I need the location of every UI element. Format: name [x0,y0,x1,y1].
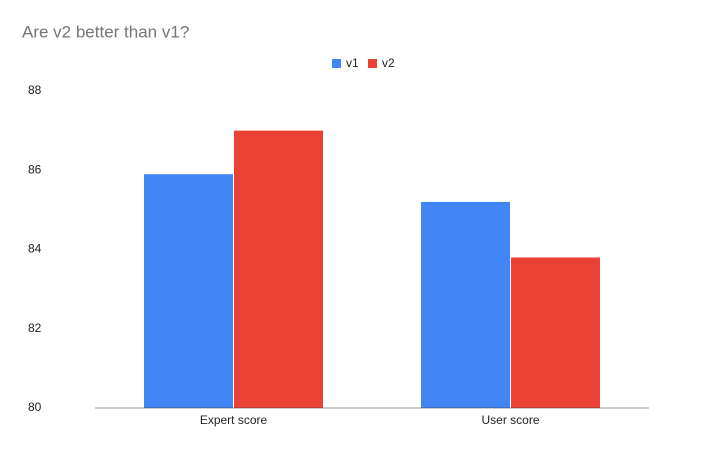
y-tick-label: 82 [28,321,42,335]
chart-title: Are v2 better than v1? [22,22,189,41]
legend-swatch [332,59,341,68]
x-tick-label: User score [481,413,539,427]
x-tick-label: Expert score [200,413,268,427]
bar [421,201,510,408]
legend-label: v2 [382,56,395,70]
bar [511,257,600,408]
legend-swatch [368,59,377,68]
y-tick-label: 86 [28,162,42,176]
y-tick-label: 84 [28,242,42,256]
y-tick-label: 80 [28,400,42,414]
legend-label: v1 [346,56,359,70]
bar [144,174,233,408]
bar [234,130,323,408]
y-tick-label: 88 [28,83,42,97]
